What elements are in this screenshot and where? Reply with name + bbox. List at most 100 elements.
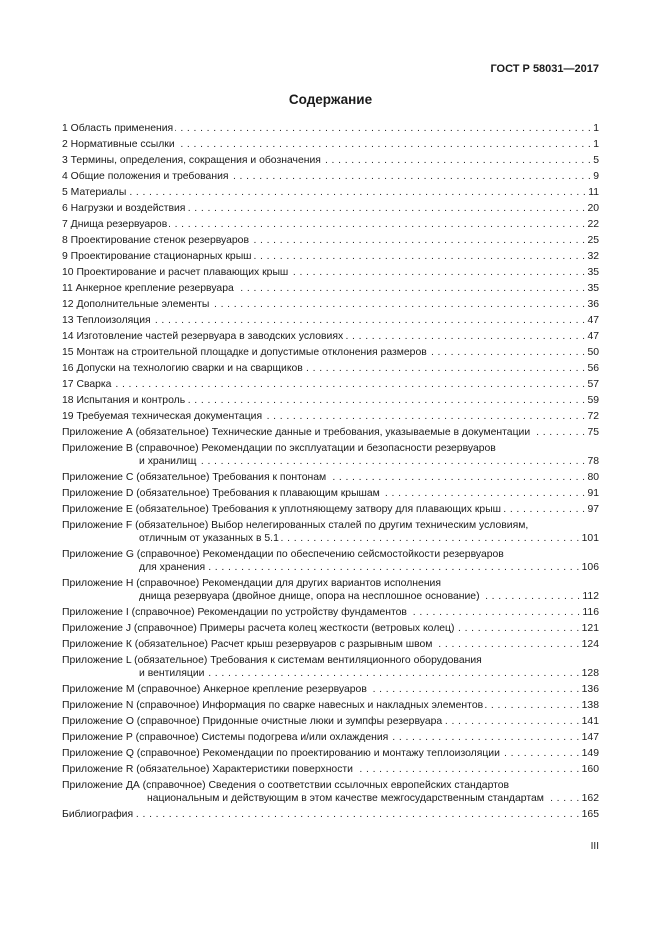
toc-entry[interactable]: Приложение Е (обязательное) Требования к… [62,503,599,519]
toc-entry-line: Приложение М (справочное) Анкерное крепл… [62,683,599,696]
dot-leader [231,170,592,183]
toc-entry-title: и хранилищ [139,456,197,467]
toc-entry[interactable]: 2 Нормативные ссылки 1 [62,138,599,154]
toc-entry[interactable]: Библиография 165 [62,808,599,824]
toc-entry[interactable]: Приложение О (справочное) Придонные очис… [62,715,599,731]
toc-entry-line: 3 Термины, определения, сокращения и обо… [62,154,599,167]
dot-leader [382,487,586,500]
toc-entry-line: 7 Днища резервуаров 22 [62,218,599,231]
dot-leader [456,622,579,635]
toc-entry[interactable]: 1 Область применения 1 [62,122,599,138]
toc-entry-line: Приложение Е (обязательное) Требования к… [62,503,599,516]
toc-entry-line: 12 Дополнительные элементы 36 [62,298,599,311]
toc-entry-page: 50 [587,347,599,358]
toc-entry-page: 101 [581,533,599,544]
toc-entry[interactable]: Приложение М (справочное) Анкерное крепл… [62,683,599,699]
toc-entry-title: Приложение Р (справочное) Системы подогр… [62,732,389,743]
toc-entry-title: 2 Нормативные ссылки [62,139,175,150]
toc-entry[interactable]: 13 Теплоизоляция 47 [62,314,599,330]
document-id-header: ГОСТ Р 58031—2017 [490,63,599,75]
toc-entry-page: 20 [587,203,599,214]
toc-entry[interactable]: Приложение N (справочное) Информация по … [62,699,599,715]
dot-leader [128,186,586,199]
toc-entry-title: Приложение М (справочное) Анкерное крепл… [62,684,367,695]
toc-entry-title: отличным от указанных в 5.1 [139,533,279,544]
toc-entry-page: 1 [593,123,599,134]
toc-entry-title: 8 Проектирование стенок резервуаров [62,235,249,246]
toc-entry[interactable]: 4 Общие положения и требования 9 [62,170,599,186]
toc-entry[interactable]: 7 Днища резервуаров 22 [62,218,599,234]
toc-entry[interactable]: Приложение L (обязательное) Требования к… [62,654,599,683]
toc-entry-line: отличным от указанных в 5.1 101 [62,532,599,545]
toc-entry-title: 5 Материалы [62,187,127,198]
toc-entry[interactable]: 17 Сварка 57 [62,378,599,394]
toc-entry-page: 124 [581,639,599,650]
toc-entry-page: 72 [587,411,599,422]
toc-entry-page: 160 [581,764,599,775]
dot-leader [482,590,581,603]
toc-entry-title: Приложение J (справочное) Примеры расчет… [62,623,455,634]
toc-entry-title: 18 Испытания и контроль [62,395,186,406]
toc-entry[interactable]: Приложение А (обязательное) Технические … [62,426,599,442]
dot-leader [345,330,585,343]
toc-entry[interactable]: 15 Монтаж на строительной площадке и доп… [62,346,599,362]
toc-entry[interactable]: Приложение К (обязательное) Расчет крыш … [62,638,599,654]
toc-entry-title: Приложение ДА (справочное) Сведения о со… [62,780,510,791]
toc-entry-line: 4 Общие положения и требования 9 [62,170,599,183]
toc-entry-title: Приложение I (справочное) Рекомендации п… [62,607,407,618]
dot-leader [135,808,580,821]
toc-entry-line: Приложение Н (справочное) Рекомендации д… [62,577,599,590]
toc-entry[interactable]: 18 Испытания и контроль 59 [62,394,599,410]
toc-entry[interactable]: 19 Требуемая техническая документация 72 [62,410,599,426]
toc-entry-line: Приложение С (обязательное) Требования к… [62,471,599,484]
dot-leader [251,234,585,247]
toc-entry[interactable]: Приложение Q (справочное) Рекомендации п… [62,747,599,763]
toc-entry-page: 116 [582,607,599,618]
toc-entry[interactable]: 3 Термины, определения, сокращения и обо… [62,154,599,170]
toc-entry[interactable]: 12 Дополнительные элементы 36 [62,298,599,314]
toc-entry-line: Приложение I (справочное) Рекомендации п… [62,606,599,619]
toc-entry[interactable]: 11 Анкерное крепление резервуара 35 [62,282,599,298]
toc-entry[interactable]: 8 Проектирование стенок резервуаров 25 [62,234,599,250]
toc-entry[interactable]: 14 Изготовление частей резервуара в заво… [62,330,599,346]
toc-entry[interactable]: 10 Проектирование и расчет плавающих кры… [62,266,599,282]
toc-entry[interactable]: Приложение Р (справочное) Системы подогр… [62,731,599,747]
toc-entry[interactable]: Приложение Н (справочное) Рекомендации д… [62,577,599,606]
toc-entry[interactable]: 6 Нагрузки и воздействия 20 [62,202,599,218]
toc-entry-page: 121 [581,623,599,634]
toc-entry[interactable]: 9 Проектирование стационарных крыш 32 [62,250,599,266]
dot-leader [532,426,585,439]
toc-entry[interactable]: Приложение С (обязательное) Требования к… [62,471,599,487]
toc-entry-title: Библиография [62,809,134,820]
dot-leader [113,378,585,391]
toc-entry-line: 19 Требуемая техническая документация 72 [62,410,599,423]
toc-entry-title: 11 Анкерное крепление резервуара [62,283,234,294]
toc-entry[interactable]: Приложение R (обязательное) Характеристи… [62,763,599,779]
toc-entry-title: 9 Проектирование стационарных крыш [62,251,252,262]
toc-entry[interactable]: Приложение В (справочное) Рекомендации п… [62,442,599,471]
toc-entry[interactable]: Приложение D (обязательное) Требования к… [62,487,599,503]
dot-leader [409,606,581,619]
toc-entry-page: 91 [587,488,599,499]
toc-entry-page: 11 [588,187,599,198]
toc-entry-title: Приложение F (обязательное) Выбор нелеги… [62,520,529,531]
toc-entry-title: Приложение Е (обязательное) Требования к… [62,504,502,515]
toc-entry[interactable]: Приложение ДА (справочное) Сведения о со… [62,779,599,808]
toc-entry[interactable]: Приложение J (справочное) Примеры расчет… [62,622,599,638]
toc-entry-title: Приложение G (справочное) Рекомендации п… [62,549,504,560]
toc-entry[interactable]: 16 Допуски на технологию сварки и на сва… [62,362,599,378]
toc-entry-page: 165 [581,809,599,820]
dot-leader [254,250,586,263]
dot-leader [305,362,586,375]
toc-entry-line: Приложение R (обязательное) Характеристи… [62,763,599,776]
toc-entry-line: 14 Изготовление частей резервуара в заво… [62,330,599,343]
toc-entry[interactable]: 5 Материалы 11 [62,186,599,202]
toc-entry[interactable]: Приложение I (справочное) Рекомендации п… [62,606,599,622]
toc-entry-line: Приложение L (обязательное) Требования к… [62,654,599,667]
toc-entry[interactable]: Приложение F (обязательное) Выбор нелеги… [62,519,599,548]
toc-entry-title: Приложение К (обязательное) Расчет крыш … [62,639,433,650]
toc-entry-page: 47 [587,315,599,326]
toc-entry[interactable]: Приложение G (справочное) Рекомендации п… [62,548,599,577]
toc-entry-page: 75 [587,427,599,438]
dot-leader [323,154,591,167]
